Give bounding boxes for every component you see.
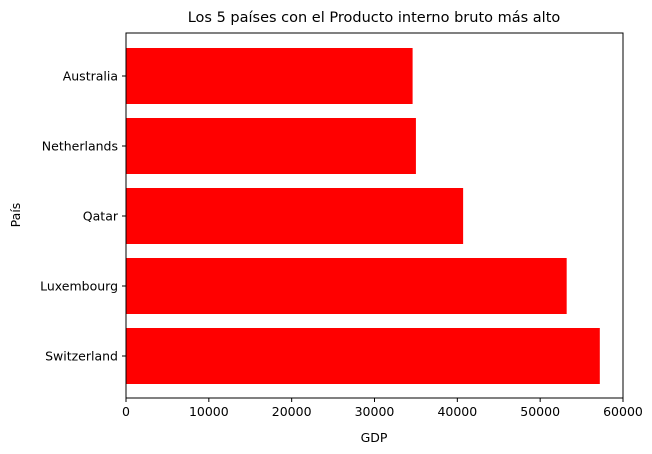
bar-luxembourg — [126, 258, 567, 314]
x-tick-label: 20000 — [272, 404, 312, 419]
x-tick-label: 0 — [122, 404, 130, 419]
y-axis: Switzerland Luxembourg Qatar Netherlands Aus… — [40, 69, 126, 364]
y-tick-label: Qatar — [83, 209, 119, 224]
bar-australia — [126, 48, 413, 104]
x-tick-label: 40000 — [437, 404, 477, 419]
bar-switzerland — [126, 328, 600, 384]
x-tick-label: 60000 — [603, 404, 643, 419]
y-tick-label: Luxembourg — [40, 279, 118, 294]
y-tick-label: Netherlands — [42, 139, 118, 154]
bar-netherlands — [126, 118, 416, 174]
x-axis: 0 10000 20000 30000 40000 50000 60000 — [122, 398, 643, 419]
bars-layer — [126, 48, 600, 384]
y-tick-label: Switzerland — [45, 349, 118, 364]
y-tick-label: Australia — [63, 69, 118, 84]
y-axis-title: País — [8, 203, 23, 228]
chart-title: Los 5 países con el Producto interno bru… — [188, 10, 561, 26]
bar-qatar — [126, 188, 464, 244]
x-tick-label: 50000 — [520, 404, 560, 419]
x-tick-label: 10000 — [189, 404, 229, 419]
x-axis-title: GDP — [361, 430, 388, 445]
x-tick-label: 30000 — [355, 404, 395, 419]
